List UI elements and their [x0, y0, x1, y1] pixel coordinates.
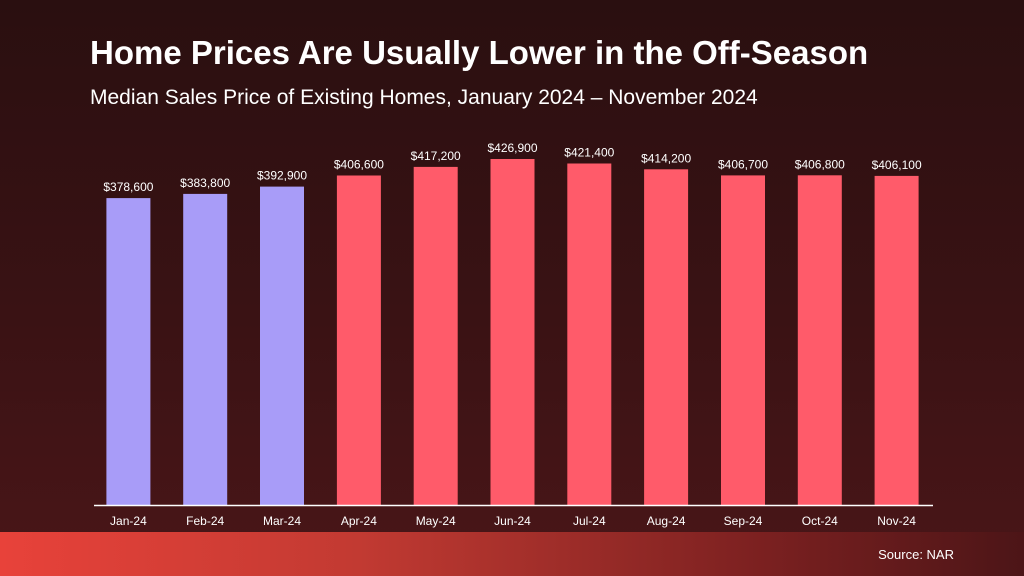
x-tick-label: Mar-24 [263, 514, 301, 528]
x-tick-label: Apr-24 [341, 514, 377, 528]
x-tick-label: May-24 [416, 514, 456, 528]
data-label: $406,700 [718, 157, 768, 171]
bar-sep-24 [721, 175, 765, 505]
bar-aug-24 [644, 169, 689, 506]
data-label: $421,400 [564, 146, 614, 160]
bar-oct-24 [797, 175, 842, 506]
bar-feb-24 [183, 193, 228, 505]
bar-nov-24 [874, 175, 919, 505]
x-tick-label: Aug-24 [647, 514, 686, 528]
data-label: $378,600 [103, 180, 153, 194]
chart-subtitle: Median Sales Price of Existing Homes, Ja… [90, 86, 758, 109]
bar-may-24 [413, 166, 458, 505]
bar-jul-24 [567, 163, 612, 505]
data-label: $406,100 [872, 158, 922, 172]
data-label: $414,200 [641, 151, 691, 165]
x-tick-label: Jul-24 [573, 514, 606, 528]
data-label: $406,600 [334, 158, 384, 172]
bar-mar-24 [260, 186, 304, 505]
x-tick-label: Nov-24 [877, 514, 916, 528]
x-tick-labels-group: Jan-24 Feb-24 Mar-24 Apr-24 May-24 Jun-24 Jul-… [110, 514, 916, 528]
chart-title: Home Prices Are Usually Lower in the Off… [90, 34, 869, 71]
data-label: $406,800 [795, 157, 845, 171]
x-tick-label: Oct-24 [802, 514, 838, 528]
footer-band: Source: NAR [0, 532, 1024, 576]
data-label: $417,200 [411, 149, 461, 163]
bar-jan-24 [106, 198, 151, 505]
data-labels-group: $378,600 $383,800 $392,900 $406,600 $417,200… [103, 141, 922, 194]
bar-apr-24 [336, 175, 381, 505]
x-tick-label: Feb-24 [186, 514, 224, 528]
source-note: Source: NAR [878, 547, 954, 562]
data-label: $392,900 [257, 169, 307, 183]
x-tick-label: Sep-24 [724, 514, 763, 528]
data-label: $383,800 [180, 176, 230, 190]
bar-jun-24 [490, 159, 535, 505]
bars-group [106, 159, 919, 506]
data-label: $426,900 [487, 141, 537, 155]
x-tick-label: Jun-24 [494, 514, 531, 528]
x-tick-label: Jan-24 [110, 514, 147, 528]
